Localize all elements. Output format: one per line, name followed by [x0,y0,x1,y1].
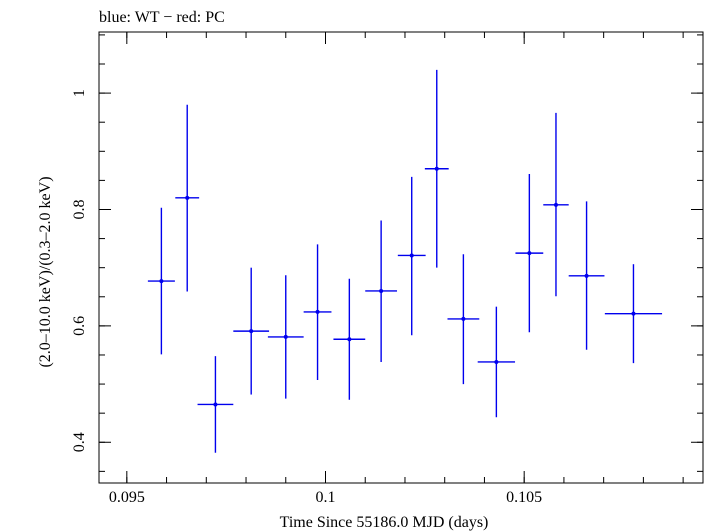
point-marker [434,166,439,171]
data-point [447,254,480,385]
minor-ticks [99,32,703,483]
data-point [543,112,569,297]
point-marker [527,251,532,256]
data-point [515,173,544,333]
data-point [233,267,270,395]
data-point [424,69,449,268]
y-axis-label: (2.0–10.0 keV)/(0.3–2.0 keV) [37,176,54,367]
point-marker [494,359,499,364]
x-tick-label: 0.105 [506,489,542,506]
y-tick-label: 0.6 [71,316,88,336]
data-point [397,176,426,336]
chart-title: blue: WT − red: PC [99,9,225,26]
point-marker [461,316,466,321]
data-point [303,244,332,380]
x-tick-label: 0.095 [109,489,145,506]
y-tick-label: 0.8 [71,199,88,219]
data-point [147,207,175,355]
point-marker [347,337,352,342]
data-point [568,201,605,350]
data-point [333,278,366,400]
data-point [267,275,304,399]
x-axis: 0.095 0.1 0.105 [109,32,542,506]
point-marker [584,273,589,278]
data-point [604,264,663,364]
point-marker [213,402,218,407]
y-tick-label: 1 [71,89,88,97]
point-marker [283,334,288,339]
point-marker [315,309,320,314]
point-marker [631,311,636,316]
plot-frame [98,31,704,484]
x-tick-label: 0.1 [316,489,336,506]
x-axis-label: Time Since 55186.0 MJD (days) [280,514,489,531]
data-point [197,356,234,453]
data-point [175,104,200,292]
point-marker [409,253,414,258]
y-axis: 0.4 0.6 0.8 1 [71,89,703,452]
data-point [477,306,516,418]
y-tick-label: 0.4 [71,432,88,452]
point-marker [379,288,384,293]
data-series [147,69,663,453]
point-marker [249,329,254,334]
point-marker [159,279,164,284]
data-point [365,220,398,362]
point-marker [185,195,190,200]
point-marker [553,202,558,207]
